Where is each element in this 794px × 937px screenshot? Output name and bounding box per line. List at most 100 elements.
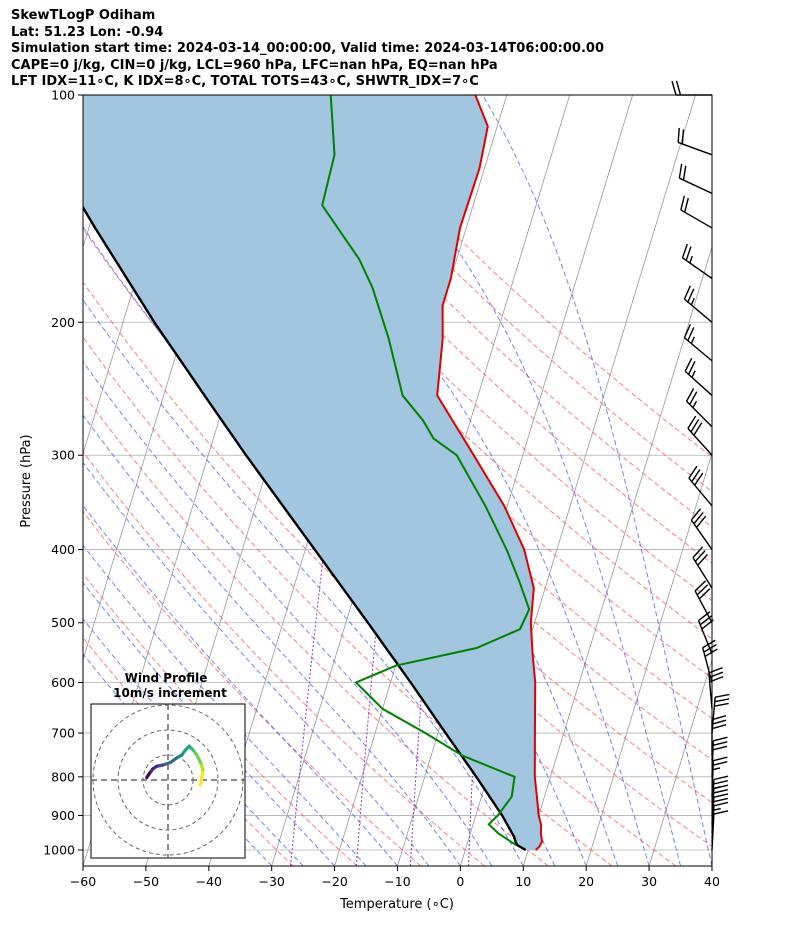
- hodograph-plot: [91, 704, 245, 858]
- wind-barb-half-flag: [713, 786, 721, 790]
- moist-adiabat: [83, 544, 367, 866]
- wind-barb-flag: [712, 761, 728, 766]
- wind-barb-flag: [693, 422, 703, 436]
- wind-barb: [683, 324, 713, 362]
- x-tick-label: −10: [384, 874, 410, 889]
- wind-barb: [671, 80, 712, 96]
- wind-barb-flag: [675, 80, 682, 96]
- moist-adiabat: [83, 581, 335, 866]
- dry-adiabat: [94, 95, 712, 720]
- wind-barb: [678, 163, 713, 195]
- mixing-ratio-line: [290, 549, 325, 866]
- wind-barb-staff: [687, 428, 713, 456]
- wind-barb-flag: [680, 195, 686, 211]
- isotherm-line: [711, 864, 712, 866]
- dry-adiabat: [83, 450, 485, 866]
- wind-barb-flag: [713, 775, 729, 781]
- wind-barb: [708, 667, 724, 709]
- moist-adiabat: [340, 95, 681, 866]
- moist-adiabat: [83, 504, 398, 866]
- wind-barb-flag: [687, 327, 695, 341]
- wind-barb: [681, 243, 713, 280]
- wind-barb-flag: [713, 789, 728, 794]
- wind-barb-flag: [685, 246, 692, 261]
- wind-barb-flag: [690, 508, 702, 521]
- moist-adiabat: [83, 414, 461, 866]
- wind-barb-flag: [713, 756, 728, 762]
- wind-barb: [690, 508, 713, 550]
- wind-barb: [683, 285, 713, 323]
- wind-barb-flag: [711, 719, 727, 725]
- index-line: LFT IDX=11∘C, K IDX=8∘C, TOTAL TOTS=43∘C…: [11, 74, 479, 89]
- mixing-ratio-line: [409, 549, 433, 866]
- wind-barb-flag: [698, 588, 711, 600]
- wind-barb-flag: [685, 388, 695, 402]
- isotherm-line: [648, 658, 712, 866]
- wind-barb-half-flag: [690, 336, 695, 344]
- dry-adiabat: [83, 175, 712, 804]
- wind-barb-flag: [694, 580, 707, 592]
- wind-barb-flag: [681, 129, 685, 145]
- wind-barb-flag: [687, 415, 697, 429]
- wind-barb-flag: [713, 793, 729, 798]
- wind-barb-flag: [687, 288, 695, 303]
- hodograph-subtitle: 10m/s increment: [113, 686, 227, 700]
- wind-barb-staff: [690, 519, 713, 550]
- y-tick-label: 100: [51, 88, 75, 103]
- location-line: Lat: 51.23 Lon: -0.94: [11, 24, 164, 40]
- wind-barb-flag: [682, 165, 687, 181]
- wind-barb: [677, 127, 713, 156]
- wind-barb-flag: [689, 391, 698, 405]
- wind-barb-staff: [692, 557, 713, 589]
- wind-barb-flag: [713, 736, 728, 742]
- wind-barb: [687, 415, 713, 456]
- wind-barb-half-flag: [690, 297, 695, 306]
- x-tick-label: 0: [456, 874, 464, 889]
- wind-barb-flag: [694, 472, 704, 486]
- wind-barb-staff: [702, 647, 713, 683]
- y-tick-label: 800: [51, 769, 75, 784]
- y-tick-label: 300: [51, 448, 75, 463]
- wind-barb-half-flag: [712, 767, 721, 771]
- wind-barb-flag: [713, 810, 729, 815]
- wind-barb-flag: [715, 693, 730, 698]
- wind-barb-flag: [694, 550, 706, 562]
- wind-barb-half-flag: [689, 255, 693, 264]
- dry-adiabat: [192, 95, 712, 602]
- wind-barb-flag: [713, 801, 729, 807]
- wind-barb-staff: [694, 590, 713, 624]
- wind-barb-staff: [688, 477, 713, 507]
- wind-barb-flag: [683, 324, 691, 339]
- dry-adiabat: [323, 95, 712, 458]
- y-tick-label: 400: [51, 542, 75, 557]
- wind-barb-flag: [709, 671, 724, 679]
- wind-barb-flag: [695, 515, 707, 528]
- wind-barb-flag: [713, 797, 728, 803]
- wind-barb: [694, 580, 713, 624]
- wind-barb-staff: [683, 298, 713, 323]
- y-tick-label: 1000: [43, 843, 75, 858]
- isotherm-line: [0, 95, 4, 866]
- wind-barb: [711, 736, 728, 777]
- wind-barb-flag: [714, 702, 729, 707]
- wind-barb: [692, 546, 713, 589]
- moist-adiabat: [217, 95, 650, 866]
- x-tick-label: 20: [578, 874, 594, 889]
- x-tick-label: −60: [70, 874, 96, 889]
- y-tick-label: 900: [51, 808, 75, 823]
- y-axis-title: Pressure (hPa): [19, 434, 34, 527]
- y-tick-label: 200: [51, 315, 75, 330]
- wind-barb-half-flag: [713, 807, 721, 811]
- wind-barb-flag: [697, 553, 708, 566]
- wind-barb-flag: [693, 512, 704, 525]
- moist-adiabat: [83, 299, 524, 866]
- wind-barb: [711, 810, 729, 851]
- wind-barb-flag: [711, 723, 727, 730]
- wind-barb-staff: [682, 257, 713, 280]
- mixing-ratio-line: [355, 549, 385, 866]
- cape-line: CAPE=0 j/kg, CIN=0 j/kg, LCL=960 hPa, LF…: [11, 57, 498, 73]
- wind-barb-staff: [677, 141, 713, 156]
- isotherm-line: [83, 95, 130, 249]
- wind-barb-staff: [711, 779, 715, 816]
